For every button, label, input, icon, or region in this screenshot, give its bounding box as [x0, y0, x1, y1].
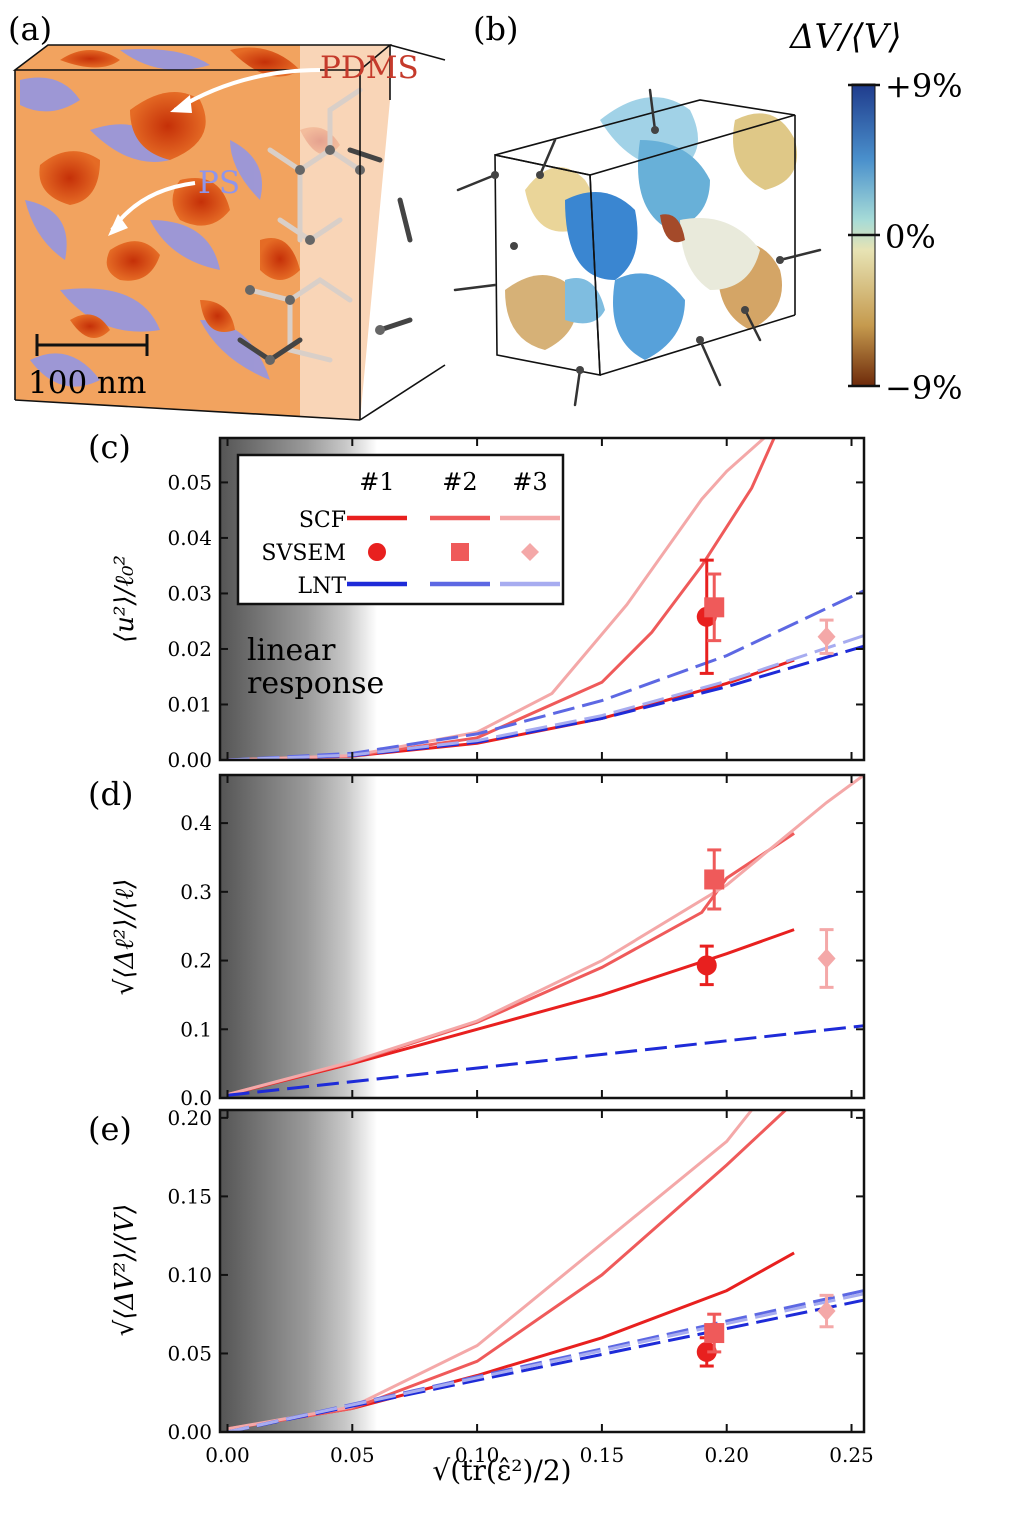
legend: #1 #2 #3 SCF SVSEM LNT [236, 453, 565, 606]
plot-area [227, 1110, 864, 1432]
series-lnt-3 [227, 634, 864, 760]
point-svsem-2 [704, 848, 725, 911]
scale-bar-label: 100 nm [28, 365, 146, 401]
point-svsem-3 [817, 928, 836, 989]
xtick-label: 0.20 [704, 1443, 749, 1467]
series-lnt-1 [227, 1024, 864, 1097]
voronoi-cell-render [505, 97, 797, 360]
y-axis-label: ⟨u²⟩/ℓ₀² [110, 555, 140, 643]
panel-label: (e) [88, 1110, 132, 1148]
ps-arrowhead [108, 214, 128, 236]
colorbar-tick-top: +9% [885, 67, 963, 105]
network-nodes-b [491, 126, 784, 374]
ytick-label: 0.0 [180, 1086, 212, 1110]
ytick-label: 0.3 [180, 880, 212, 904]
plot-area [227, 438, 864, 760]
xtick-label: 0.00 [205, 1443, 250, 1467]
linear-response-label-2: response [247, 666, 384, 701]
unit-cell-frame-a [12, 44, 446, 421]
chart-e: 0.00 0.05 0.10 0.15 0.20 0.00 0.05 0.10 0.15 0.20… [88, 1106, 874, 1487]
point-svsem-2 [704, 572, 725, 643]
ytick-label: 0.4 [180, 811, 212, 835]
ytick-label: 0.15 [167, 1184, 212, 1208]
ytick-label: 0.2 [180, 949, 212, 973]
ytick-label: 0.00 [167, 1420, 212, 1444]
x-axis-label: √(tr(ε̂²)/2) [432, 1454, 571, 1487]
panel-label: (d) [88, 775, 133, 813]
xtick-label: 0.15 [580, 1443, 625, 1467]
plot-frame [218, 1108, 866, 1434]
marker-diamond [817, 1301, 836, 1322]
pdms-arrowhead [170, 95, 192, 113]
ytick-label: 0.04 [167, 526, 212, 550]
xtick-label: 0.10 [455, 1443, 500, 1467]
colorbar-title: ΔV/⟨V⟩ [788, 17, 902, 57]
panel-label-a: (a) [8, 10, 52, 48]
ytick-label: 0.10 [167, 1263, 212, 1287]
morphology-render [15, 45, 455, 420]
ytick-label: 0.05 [167, 1341, 212, 1365]
y-axis-label: √⟨Δℓ²⟩/⟨ℓ⟩ [110, 879, 140, 996]
pdms-annotation: PDMS [320, 50, 419, 86]
legend-col-1: #1 [359, 468, 394, 496]
ytick-label: 0.00 [167, 748, 212, 772]
marker-diamond [817, 626, 836, 647]
ytick-label: 0.02 [167, 637, 212, 661]
point-svsem-3 [817, 1293, 836, 1329]
chart-d: 0.0 0.1 0.2 0.3 0.4 (d) √⟨Δℓ²⟩/⟨ℓ⟩ [88, 773, 866, 1110]
network-struts-b [453, 88, 822, 407]
colorbar-ticks [848, 83, 880, 388]
legend-row-scf: SCF [299, 508, 346, 533]
legend-row-lnt: LNT [297, 574, 346, 599]
panel-label: (c) [88, 428, 131, 466]
legend-row-svsem: SVSEM [261, 541, 346, 566]
linear-response-region [220, 775, 378, 1098]
marker-diamond [817, 948, 836, 969]
marker-circle [696, 955, 717, 976]
series-scf-3 [227, 438, 767, 760]
colorbar-tick-bottom: −9% [885, 369, 963, 407]
panel-label-b: (b) [473, 10, 518, 48]
legend-svsem-2 [451, 543, 469, 561]
legend-col-3: #3 [512, 468, 547, 496]
ytick-label: 0.01 [167, 692, 212, 716]
xtick-label: 0.05 [330, 1443, 375, 1467]
series-lnt-3 [227, 1292, 864, 1432]
legend-col-2: #2 [442, 468, 477, 496]
linear-response-region [220, 1110, 378, 1432]
marker-square [704, 1323, 725, 1344]
point-svsem-3 [817, 618, 836, 655]
plot-area [227, 775, 864, 1097]
plot-frame [218, 773, 866, 1100]
marker-square [704, 597, 725, 618]
panel-a: (a) PDMS PS 100 nm [8, 10, 455, 421]
plot-frame [218, 436, 866, 762]
panel-b: (b) [453, 10, 963, 407]
legend-svsem-1 [368, 543, 386, 561]
ytick-label: 0.03 [167, 581, 212, 605]
marker-square [704, 869, 725, 890]
y-axis-label: √⟨ΔV²⟩/⟨V⟩ [110, 1204, 140, 1337]
ytick-label: 0.1 [180, 1017, 212, 1041]
unit-cell-frame-b [494, 99, 796, 376]
ytick-label: 0.20 [167, 1106, 212, 1130]
ps-annotation: PS [198, 165, 240, 201]
series-scf-3 [227, 775, 864, 1097]
xtick-label: 0.25 [829, 1443, 874, 1467]
marker-circle [696, 1341, 717, 1362]
point-svsem-1 [696, 944, 717, 987]
ytick-label: 0.05 [167, 470, 212, 494]
legend-box [236, 453, 565, 606]
linear-response-label-1: linear [247, 633, 336, 668]
legend-svsem-3 [521, 543, 539, 561]
colorbar-tick-mid: 0% [885, 218, 936, 256]
scale-bar [35, 334, 149, 356]
point-svsem-2 [704, 1312, 725, 1354]
